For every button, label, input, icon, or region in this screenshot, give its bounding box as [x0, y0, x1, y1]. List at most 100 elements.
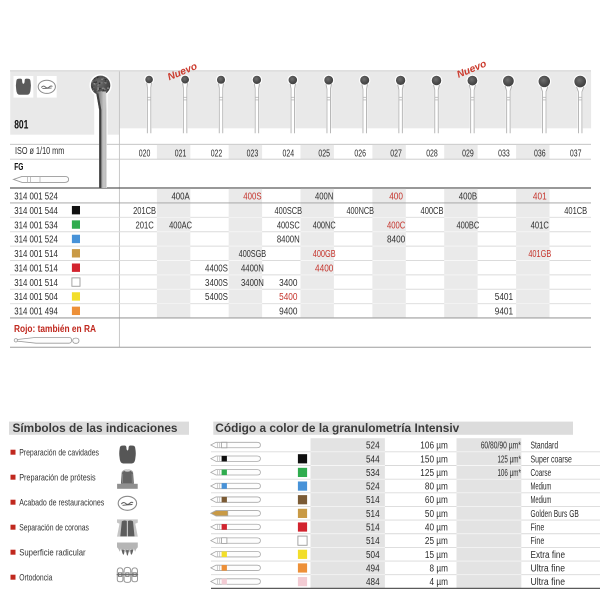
svg-text:Golden Burs GB: Golden Burs GB [531, 509, 580, 520]
svg-text:5400: 5400 [279, 292, 298, 303]
svg-text:534: 534 [366, 468, 380, 479]
svg-text:Superficie radicular: Superficie radicular [19, 548, 85, 558]
svg-text:15 µm: 15 µm [425, 550, 448, 561]
svg-text:400GB: 400GB [313, 249, 336, 260]
svg-text:021: 021 [175, 148, 187, 159]
svg-text:4400N: 4400N [241, 263, 264, 274]
svg-text:400CB: 400CB [421, 206, 444, 217]
svg-text:Medium: Medium [531, 495, 552, 506]
svg-text:400A: 400A [171, 191, 190, 202]
svg-text:514: 514 [366, 495, 380, 506]
svg-text:400NCB: 400NCB [346, 206, 374, 217]
svg-text:027: 027 [390, 148, 402, 159]
svg-text:5400S: 5400S [205, 292, 228, 303]
svg-text:201CB: 201CB [133, 206, 156, 217]
svg-text:8 µm: 8 µm [430, 563, 448, 574]
svg-text:9400: 9400 [279, 307, 298, 318]
svg-text:Standard: Standard [531, 441, 559, 452]
svg-text:8400: 8400 [387, 235, 406, 246]
svg-text:Preparación de prótesis: Preparación de prótesis [19, 473, 96, 483]
svg-text:5401: 5401 [495, 292, 514, 303]
svg-text:036: 036 [534, 148, 546, 159]
svg-text:484: 484 [366, 577, 380, 588]
svg-text:022: 022 [211, 148, 223, 159]
svg-text:60 µm: 60 µm [425, 495, 448, 506]
svg-text:Preparación de cavidades: Preparación de cavidades [19, 448, 99, 458]
svg-text:400SGB: 400SGB [239, 249, 267, 260]
svg-text:029: 029 [462, 148, 474, 159]
svg-text:020: 020 [139, 148, 151, 159]
svg-text:504: 504 [366, 550, 380, 561]
svg-text:801: 801 [14, 119, 29, 131]
svg-text:400: 400 [389, 191, 403, 202]
svg-text:400N: 400N [315, 191, 333, 202]
svg-text:024: 024 [283, 148, 295, 159]
svg-text:9401: 9401 [495, 307, 514, 318]
svg-text:Separación de coronas: Separación de coronas [19, 523, 89, 533]
svg-text:026: 026 [354, 148, 366, 159]
svg-text:106 µm: 106 µm [420, 441, 448, 452]
svg-text:400AC: 400AC [169, 220, 192, 231]
svg-text:514: 514 [366, 536, 380, 547]
svg-text:314 001 524: 314 001 524 [14, 191, 58, 202]
svg-text:60/80/90 µm*: 60/80/90 µm* [481, 441, 521, 452]
svg-text:40 µm: 40 µm [425, 523, 448, 534]
svg-text:401C: 401C [531, 220, 549, 231]
svg-text:125 µm*: 125 µm* [497, 454, 521, 465]
svg-text:514: 514 [366, 509, 380, 520]
svg-text:524: 524 [366, 482, 380, 493]
svg-text:400BC: 400BC [456, 220, 479, 231]
svg-text:Coarse: Coarse [531, 468, 552, 479]
svg-text:401GB: 401GB [528, 249, 551, 260]
svg-text:125 µm: 125 µm [420, 468, 448, 479]
svg-text:314 001 544: 314 001 544 [14, 206, 58, 217]
svg-text:401: 401 [533, 191, 547, 202]
svg-text:4400: 4400 [315, 263, 334, 274]
svg-text:4400S: 4400S [205, 263, 228, 274]
svg-text:524: 524 [366, 441, 380, 452]
svg-text:80 µm: 80 µm [425, 482, 448, 493]
svg-text:Medium: Medium [531, 482, 552, 493]
svg-text:314 001 514: 314 001 514 [14, 278, 58, 289]
svg-text:Ortodoncia: Ortodoncia [19, 573, 53, 583]
svg-text:514: 514 [366, 523, 380, 534]
svg-text:Super coarse: Super coarse [531, 454, 573, 465]
svg-text:3400S: 3400S [205, 278, 228, 289]
svg-text:Fine: Fine [531, 523, 545, 534]
svg-text:400SCB: 400SCB [275, 206, 303, 217]
svg-text:4 µm: 4 µm [430, 577, 448, 588]
svg-text:544: 544 [366, 454, 380, 465]
svg-text:033: 033 [498, 148, 510, 159]
svg-text:Símbolos de las indicaciones: Símbolos de las indicaciones [13, 421, 178, 435]
svg-text:3400N: 3400N [241, 278, 264, 289]
svg-text:494: 494 [366, 563, 380, 574]
svg-text:400B: 400B [459, 191, 478, 202]
svg-text:Fine: Fine [531, 536, 545, 547]
svg-text:314 001 524: 314 001 524 [14, 235, 58, 246]
svg-text:025: 025 [318, 148, 330, 159]
svg-text:314 001 504: 314 001 504 [14, 292, 58, 303]
svg-text:150 µm: 150 µm [420, 454, 448, 465]
svg-text:FG: FG [14, 161, 23, 173]
svg-text:Acabado de restauraciones: Acabado de restauraciones [19, 498, 104, 508]
svg-text:028: 028 [426, 148, 438, 159]
svg-text:50 µm: 50 µm [425, 509, 448, 520]
svg-text:314 001 494: 314 001 494 [14, 307, 58, 318]
svg-text:023: 023 [247, 148, 259, 159]
svg-text:106 µm*: 106 µm* [497, 468, 521, 479]
svg-text:400NC: 400NC [313, 220, 336, 231]
svg-text:400S: 400S [243, 191, 262, 202]
svg-text:Código a color de la granulome: Código a color de la granulometría Inten… [215, 421, 459, 435]
svg-text:201C: 201C [135, 220, 153, 231]
svg-text:314 001 534: 314 001 534 [14, 220, 58, 231]
svg-text:314 001 514: 314 001 514 [14, 249, 58, 260]
svg-text:Rojo: también en RA: Rojo: también en RA [14, 324, 96, 335]
svg-text:25 µm: 25 µm [425, 536, 448, 547]
svg-text:314 001 514: 314 001 514 [14, 263, 58, 274]
svg-text:Ultra fine: Ultra fine [531, 563, 566, 574]
svg-text:400C: 400C [387, 220, 405, 231]
svg-text:037: 037 [570, 148, 582, 159]
svg-text:3400: 3400 [279, 278, 298, 289]
svg-text:ISO ø 1/10 mm: ISO ø 1/10 mm [15, 146, 64, 157]
svg-text:Ultra fine: Ultra fine [531, 577, 566, 588]
